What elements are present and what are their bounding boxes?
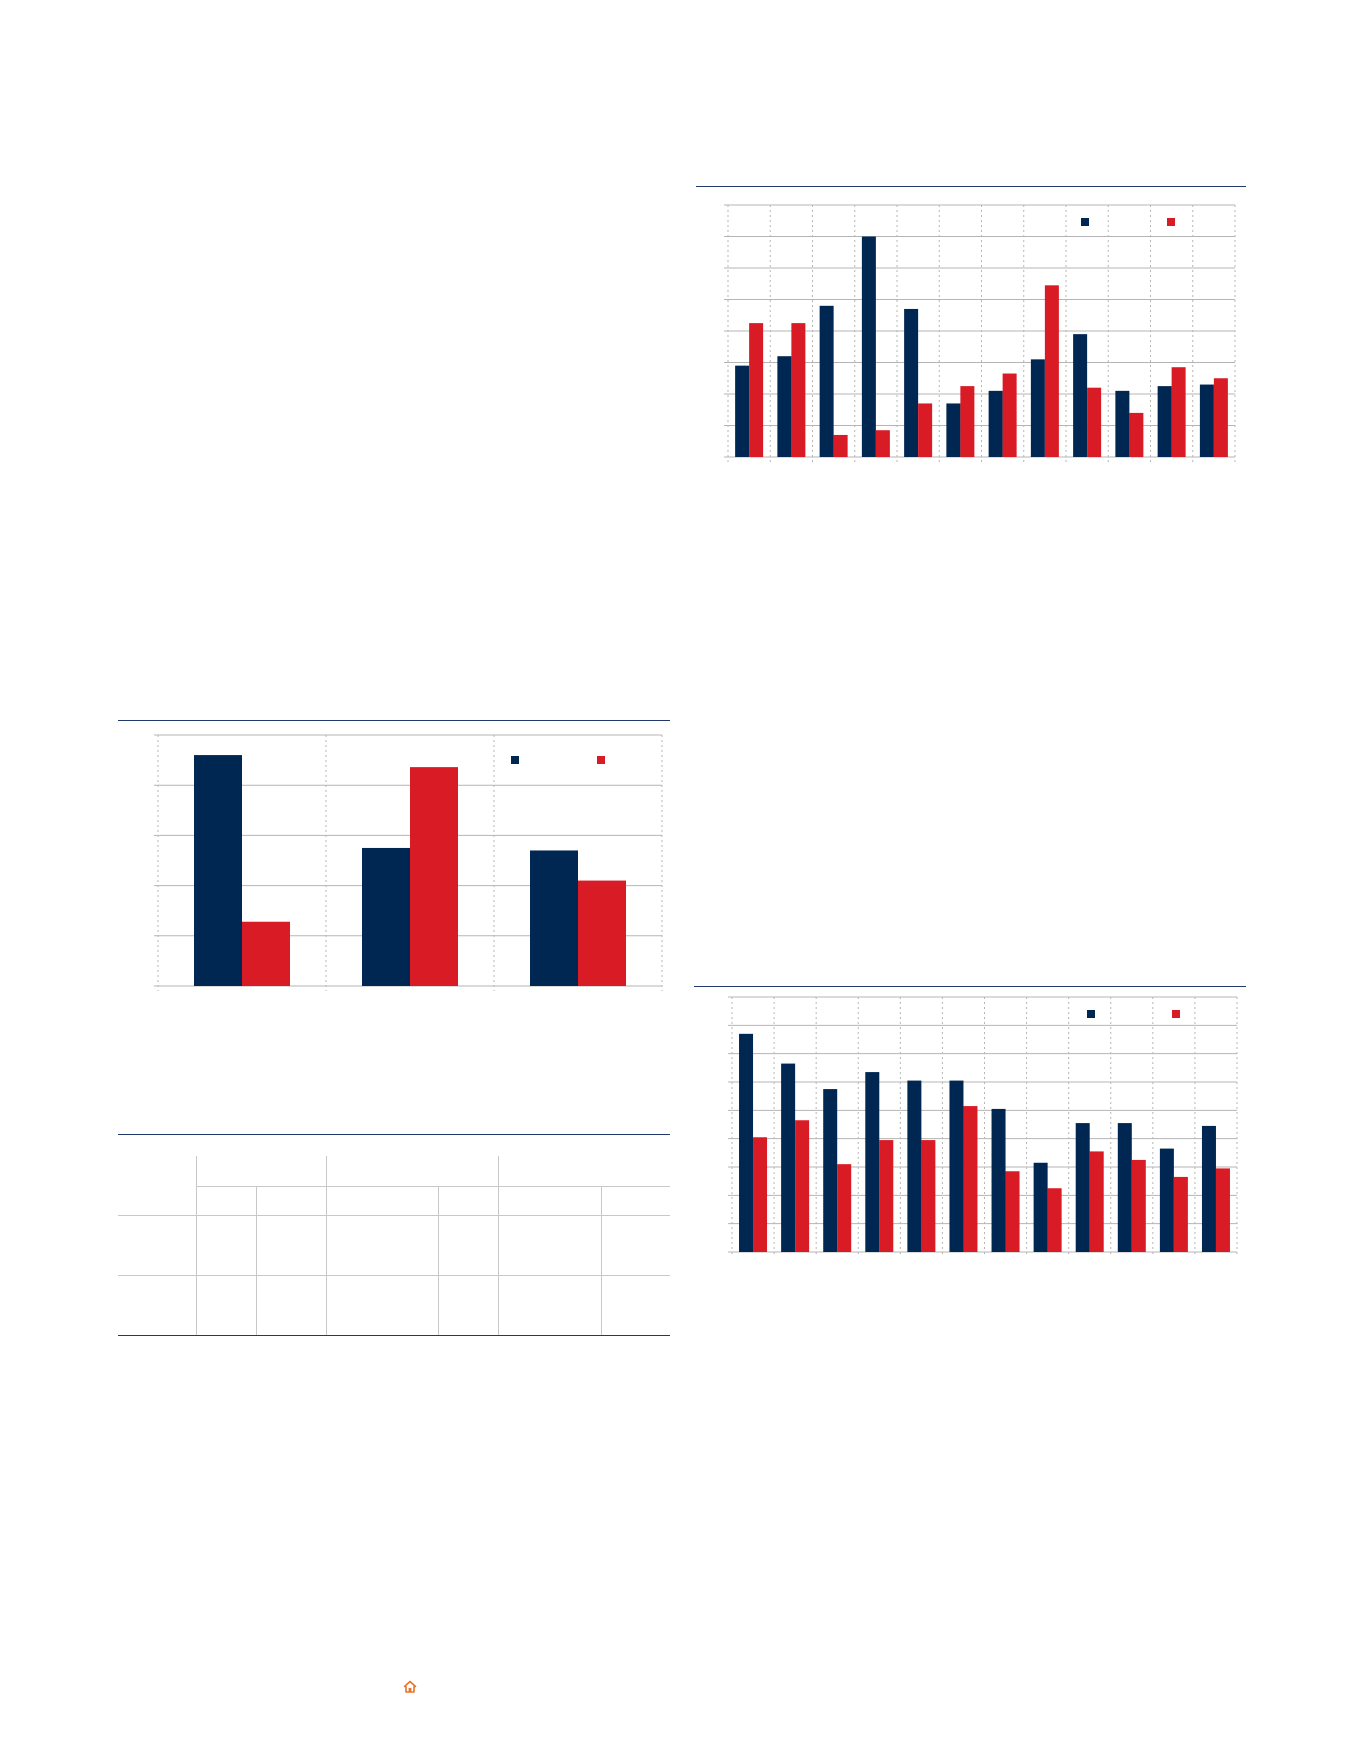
table-header-corner bbox=[118, 1156, 197, 1217]
chart-bottom-right-title-rule bbox=[694, 986, 1246, 987]
table-cell bbox=[255, 1215, 327, 1277]
bar-series-1 bbox=[907, 1080, 922, 1252]
table-cell bbox=[497, 1215, 602, 1277]
table-cell bbox=[325, 1275, 439, 1336]
bar-series-1 bbox=[1073, 334, 1088, 457]
table-subheader bbox=[325, 1185, 439, 1217]
bar-series-2 bbox=[833, 434, 848, 457]
bar-series-2 bbox=[918, 403, 933, 457]
bar-series-2 bbox=[1131, 1159, 1146, 1252]
bar-series-1 bbox=[861, 236, 876, 457]
bar-series-2 bbox=[1215, 1168, 1230, 1252]
bar-series-1 bbox=[1033, 1162, 1048, 1252]
bar-series-2 bbox=[1087, 387, 1102, 457]
bar-series-2 bbox=[837, 1164, 852, 1252]
legend-marker-series-2 bbox=[1167, 218, 1175, 226]
table-subheader bbox=[255, 1185, 327, 1217]
bar-series-1 bbox=[823, 1089, 838, 1252]
table-cell bbox=[600, 1215, 670, 1277]
bar-series-1 bbox=[946, 403, 961, 457]
bar-series-1 bbox=[530, 850, 578, 986]
bar-series-2 bbox=[1005, 1171, 1020, 1252]
table-subheader bbox=[437, 1185, 499, 1217]
table-title-rule bbox=[118, 1134, 670, 1135]
table-subheader bbox=[196, 1185, 257, 1217]
bar-series-1 bbox=[735, 365, 750, 457]
table-row-label bbox=[118, 1275, 197, 1336]
bar-series-1 bbox=[739, 1033, 754, 1252]
bar-series-1 bbox=[865, 1072, 880, 1252]
chart-top-right-title-rule bbox=[696, 186, 1246, 187]
table-cell bbox=[195, 1275, 257, 1336]
bar-series-2 bbox=[578, 880, 626, 986]
legend-marker-series-1 bbox=[511, 756, 519, 764]
bar-series-1 bbox=[819, 305, 834, 457]
bar-series-2 bbox=[960, 386, 975, 457]
table-group-header-3 bbox=[497, 1156, 670, 1187]
bar-series-2 bbox=[875, 430, 890, 457]
bar-series-2 bbox=[1129, 412, 1144, 457]
table-cell bbox=[437, 1215, 499, 1277]
bar-series-2 bbox=[795, 1120, 810, 1252]
bar-series-1 bbox=[781, 1063, 796, 1252]
legend-marker-series-1 bbox=[1087, 1010, 1095, 1018]
table-cell bbox=[255, 1275, 327, 1336]
legend-marker-series-2 bbox=[597, 756, 605, 764]
bar-series-1 bbox=[362, 847, 410, 986]
bar-series-2 bbox=[749, 323, 764, 457]
bar-series-2 bbox=[1173, 1176, 1188, 1252]
bar-series-2 bbox=[242, 921, 290, 986]
table-row-label bbox=[118, 1215, 197, 1277]
data-table bbox=[118, 1156, 670, 1336]
bar-series-1 bbox=[949, 1080, 964, 1252]
bar-series-1 bbox=[988, 390, 1003, 457]
table-cell bbox=[195, 1215, 257, 1277]
table-cell bbox=[600, 1275, 670, 1336]
bar-series-1 bbox=[777, 356, 792, 457]
bar-series-2 bbox=[1002, 373, 1017, 457]
bar-series-1 bbox=[1199, 384, 1214, 457]
table-row bbox=[118, 1275, 670, 1336]
chart-left-title-rule bbox=[118, 720, 670, 721]
bar-series-1 bbox=[194, 755, 242, 986]
table-row bbox=[118, 1215, 670, 1277]
bar-series-2 bbox=[410, 767, 458, 986]
bar-series-1 bbox=[1030, 359, 1045, 457]
legend-marker-series-2 bbox=[1172, 1010, 1180, 1018]
bar-series-2 bbox=[963, 1106, 978, 1252]
table-group-header-2 bbox=[325, 1156, 499, 1187]
table-cell bbox=[437, 1275, 499, 1336]
bar-series-2 bbox=[921, 1140, 936, 1252]
bar-series-1 bbox=[1159, 1148, 1174, 1252]
home-icon[interactable] bbox=[403, 1680, 417, 1694]
bar-series-2 bbox=[791, 323, 806, 457]
bar-series-2 bbox=[1047, 1188, 1062, 1252]
legend-marker-series-1 bbox=[1081, 218, 1089, 226]
bar-series-2 bbox=[1089, 1151, 1104, 1252]
bar-series-1 bbox=[904, 308, 919, 457]
bar-series-1 bbox=[1157, 386, 1172, 457]
bar-series-1 bbox=[1115, 390, 1130, 457]
bar-series-1 bbox=[1075, 1123, 1090, 1252]
table-subheader bbox=[497, 1185, 602, 1217]
bar-series-2 bbox=[879, 1140, 894, 1252]
bar-series-2 bbox=[1044, 285, 1059, 457]
bar-series-1 bbox=[1201, 1125, 1216, 1252]
bar-series-2 bbox=[753, 1137, 768, 1252]
bar-series-2 bbox=[1213, 378, 1228, 457]
table-cell bbox=[497, 1275, 602, 1336]
table-cell bbox=[325, 1215, 439, 1277]
bar-series-1 bbox=[991, 1108, 1006, 1252]
bar-series-1 bbox=[1117, 1123, 1132, 1252]
bar-series-2 bbox=[1171, 367, 1186, 457]
table-group-header-1 bbox=[195, 1156, 327, 1187]
table-subheader bbox=[600, 1185, 670, 1217]
